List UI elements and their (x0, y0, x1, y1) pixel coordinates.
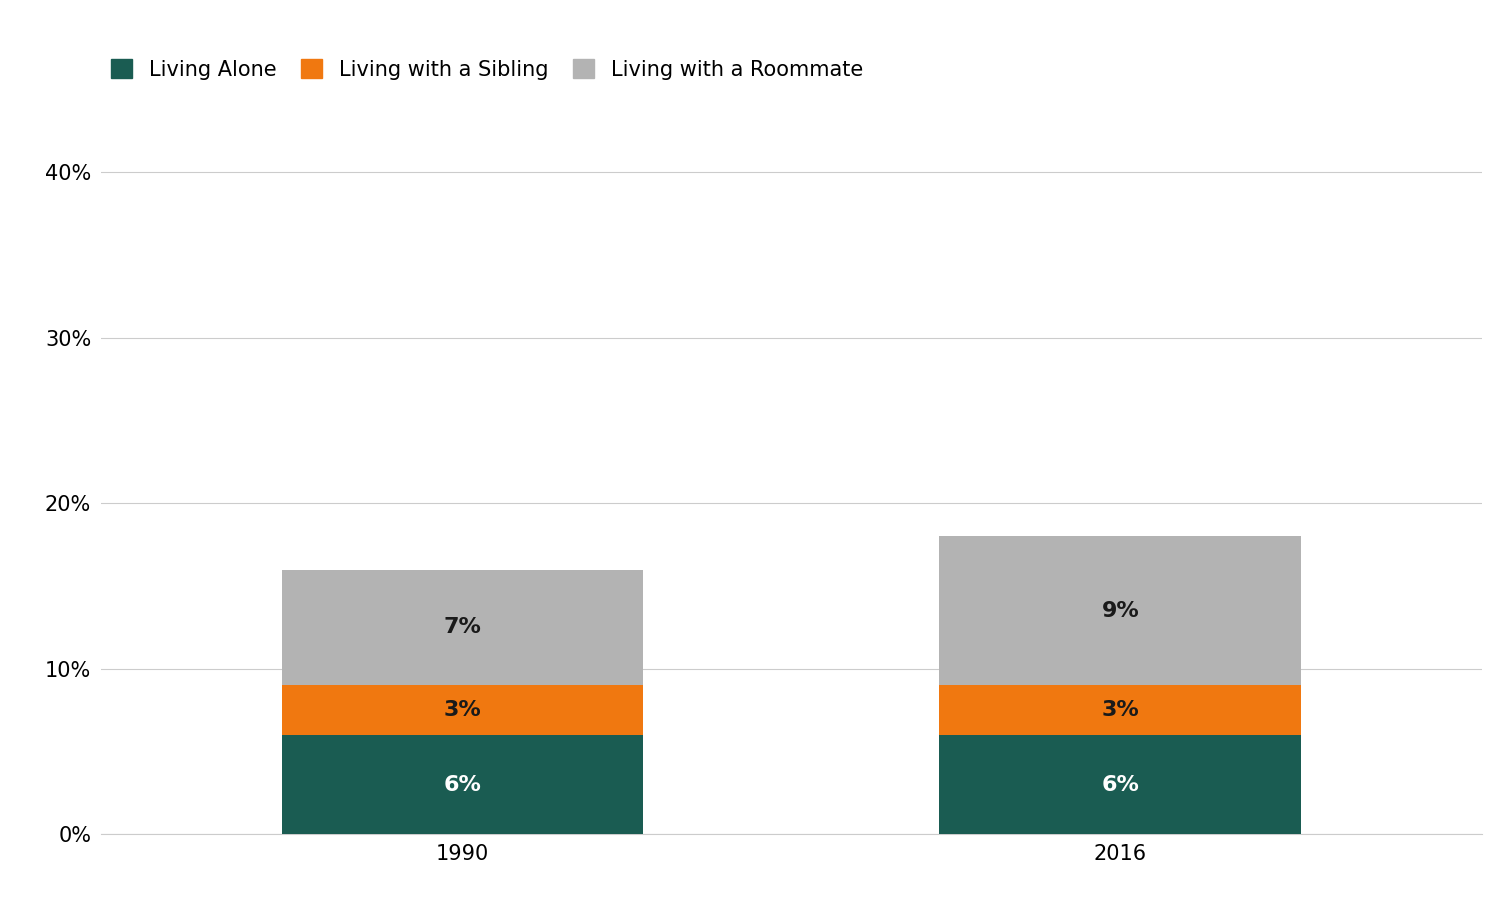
Bar (940, 536, 1301, 685)
Legend: Living Alone, Living with a Sibling, Living with a Roommate: Living Alone, Living with a Sibling, Liv… (111, 59, 864, 80)
Bar (281, 570, 644, 685)
Text: 6%: 6% (443, 775, 482, 795)
Text: 6%: 6% (1102, 775, 1139, 795)
Bar (281, 735, 644, 834)
Bar (281, 685, 644, 735)
Bar (940, 685, 1301, 735)
Text: 7%: 7% (443, 617, 482, 638)
Text: 3%: 3% (1102, 701, 1139, 720)
Text: 9%: 9% (1102, 601, 1139, 621)
Bar (940, 735, 1301, 834)
Text: 3%: 3% (443, 701, 482, 720)
